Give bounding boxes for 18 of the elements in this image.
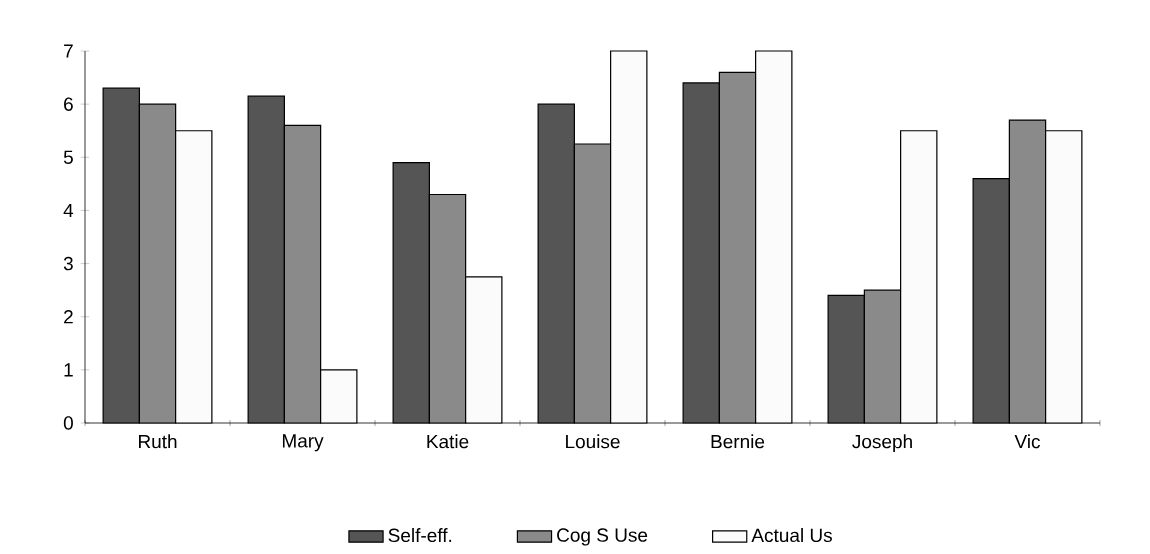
legend-label: Cog S Use bbox=[557, 528, 648, 546]
x-tick-label: Ruth bbox=[139, 434, 177, 449]
y-tick-label: 2 bbox=[64, 310, 73, 324]
legend-label: Self-eff. bbox=[388, 528, 452, 543]
y-tick-label: 6 bbox=[64, 97, 73, 111]
x-tick-label: Joseph bbox=[852, 434, 912, 453]
legend-label: Actual Us bbox=[751, 528, 832, 543]
y-tick-label: 3 bbox=[63, 256, 73, 271]
y-tick-label: 7 bbox=[64, 44, 73, 58]
y-tick-label: 1 bbox=[64, 363, 73, 377]
y-tick-label: 4 bbox=[63, 203, 74, 217]
y-tick-label: 5 bbox=[63, 150, 73, 164]
x-tick-label: Mary bbox=[282, 434, 324, 452]
x-tick-label: Bernie bbox=[711, 434, 765, 449]
x-tick-label: Vic bbox=[1014, 434, 1041, 449]
x-tick-label: Katie bbox=[427, 434, 469, 449]
x-tick-label: Louise bbox=[566, 434, 620, 449]
y-tick-label: 0 bbox=[63, 416, 73, 430]
